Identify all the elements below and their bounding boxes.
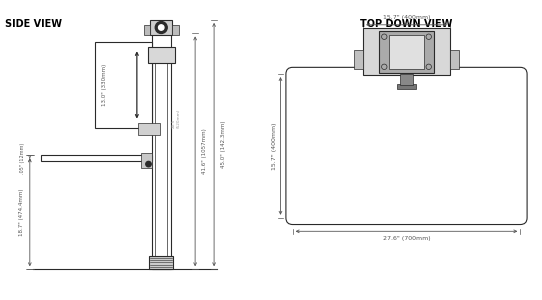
- Text: 20.5: 20.5: [172, 119, 176, 128]
- Bar: [397, 84, 416, 89]
- Text: (520mm): (520mm): [176, 109, 180, 128]
- Bar: [363, 28, 450, 76]
- Bar: [138, 123, 160, 135]
- Bar: [141, 153, 152, 168]
- Bar: [389, 35, 424, 69]
- Bar: [150, 20, 172, 35]
- Bar: [152, 34, 171, 269]
- Text: 15.7" (400mm): 15.7" (400mm): [383, 15, 430, 20]
- Text: 18.7" (474.4mm): 18.7" (474.4mm): [18, 189, 24, 236]
- Circle shape: [146, 161, 151, 167]
- Circle shape: [155, 22, 167, 34]
- Text: 27.6" (700mm): 27.6" (700mm): [383, 236, 430, 241]
- Text: 13.0" (330mm): 13.0" (330mm): [102, 64, 107, 106]
- Bar: [400, 74, 414, 85]
- Text: 15.7" (400mm): 15.7" (400mm): [272, 122, 277, 170]
- Text: 41.6" (1057mm): 41.6" (1057mm): [202, 128, 207, 174]
- FancyBboxPatch shape: [286, 67, 527, 224]
- Bar: [172, 25, 179, 35]
- Circle shape: [158, 25, 164, 30]
- Bar: [41, 155, 152, 161]
- Text: TOP DOWN VIEW: TOP DOWN VIEW: [360, 19, 453, 28]
- Bar: [379, 31, 434, 73]
- Bar: [450, 50, 460, 69]
- Text: SIDE VIEW: SIDE VIEW: [5, 19, 62, 28]
- Bar: [353, 50, 363, 69]
- Text: .05" (12mm): .05" (12mm): [20, 143, 25, 174]
- Bar: [144, 25, 150, 35]
- Text: 45.0" (142.3mm): 45.0" (142.3mm): [221, 121, 226, 168]
- Bar: [147, 47, 175, 63]
- Bar: [149, 256, 173, 269]
- Bar: [95, 42, 152, 128]
